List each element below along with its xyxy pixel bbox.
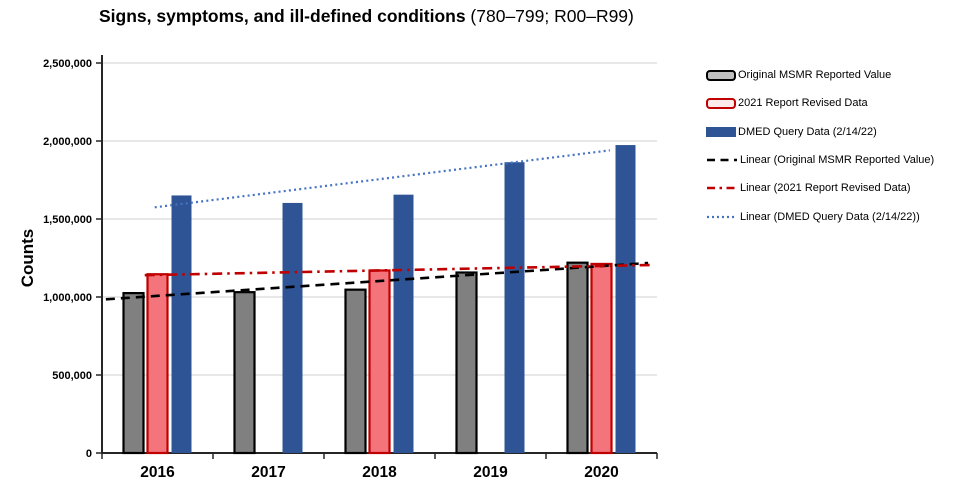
legend-label: Linear (2021 Report Revised Data)	[740, 182, 911, 195]
x-tick-label: 2018	[362, 464, 397, 481]
trendline-dash	[105, 261, 649, 301]
legend-label: Original MSMR Reported Value	[738, 69, 892, 82]
blue-bar-swatch-icon	[706, 126, 736, 137]
chart-title: Signs, symptoms, and ill-defined conditi…	[99, 6, 634, 27]
bar-2020-series2	[615, 145, 636, 453]
bar-2019-series0	[455, 271, 478, 455]
legend-label: Linear (DMED Query Data (2/14/22))	[740, 210, 920, 223]
trendline-dashdot	[144, 263, 650, 277]
chart-title-code-range: (780–799; R00–R99)	[465, 6, 634, 26]
legend-item-dmed-query: DMED Query Data (2/14/22)	[706, 118, 971, 146]
legend-item-linear-revised: Linear (2021 Report Revised Data)	[706, 174, 971, 202]
black-dashed-line-swatch-icon	[707, 158, 737, 162]
legend-label: 2021 Report Revised Data	[738, 97, 868, 110]
red-bar-swatch-icon	[706, 97, 736, 109]
x-tick-label: 2017	[251, 464, 285, 481]
bar-2019-series2	[504, 162, 525, 453]
x-tick-label: 2016	[140, 464, 175, 481]
bar-2020-series0	[566, 261, 589, 455]
y-tick-label: 0	[86, 448, 92, 460]
bar-2018-series2	[393, 194, 414, 453]
chart-title-main: Signs, symptoms, and ill-defined conditi…	[99, 6, 466, 26]
legend-item-original-msmr: Original MSMR Reported Value	[706, 61, 971, 89]
bar-2018-series1	[368, 269, 391, 455]
y-tick-label: 1,000,000	[43, 292, 92, 304]
red-dashdot-line-swatch-icon	[707, 187, 737, 190]
bar-2017-series2	[282, 202, 303, 453]
legend-label: Linear (Original MSMR Reported Value)	[740, 154, 935, 167]
bar-2016-series0	[122, 292, 145, 455]
bar-2018-series0	[344, 288, 367, 455]
y-tick-label: 2,500,000	[43, 58, 92, 70]
bar-2017-series0	[233, 291, 256, 455]
legend-item-2021-revised: 2021 Report Revised Data	[706, 89, 971, 117]
blue-dotted-line-swatch-icon	[707, 215, 737, 218]
legend-item-linear-dmed: Linear (DMED Query Data (2/14/22))	[706, 202, 971, 230]
plot-area: 0 500,000 1,000,000 1,500,000 2,000,000 2,500…	[43, 55, 658, 481]
y-tick-label: 1,500,000	[43, 214, 92, 226]
legend-label: DMED Query Data (2/14/22)	[738, 125, 877, 138]
trendline-dot	[154, 149, 610, 209]
bar-2016-series2	[171, 195, 192, 453]
y-tick-label: 2,000,000	[43, 136, 92, 148]
bar-2016-series1	[146, 273, 169, 455]
gray-bar-swatch-icon	[706, 69, 736, 81]
x-tick-label: 2020	[584, 464, 618, 481]
y-tick-label: 500,000	[52, 370, 92, 382]
legend-item-linear-msmr: Linear (Original MSMR Reported Value)	[706, 146, 971, 174]
bar-2020-series1	[590, 262, 613, 455]
legend: Original MSMR Reported Value 2021 Report…	[706, 61, 971, 231]
x-tick-label: 2019	[473, 464, 508, 481]
